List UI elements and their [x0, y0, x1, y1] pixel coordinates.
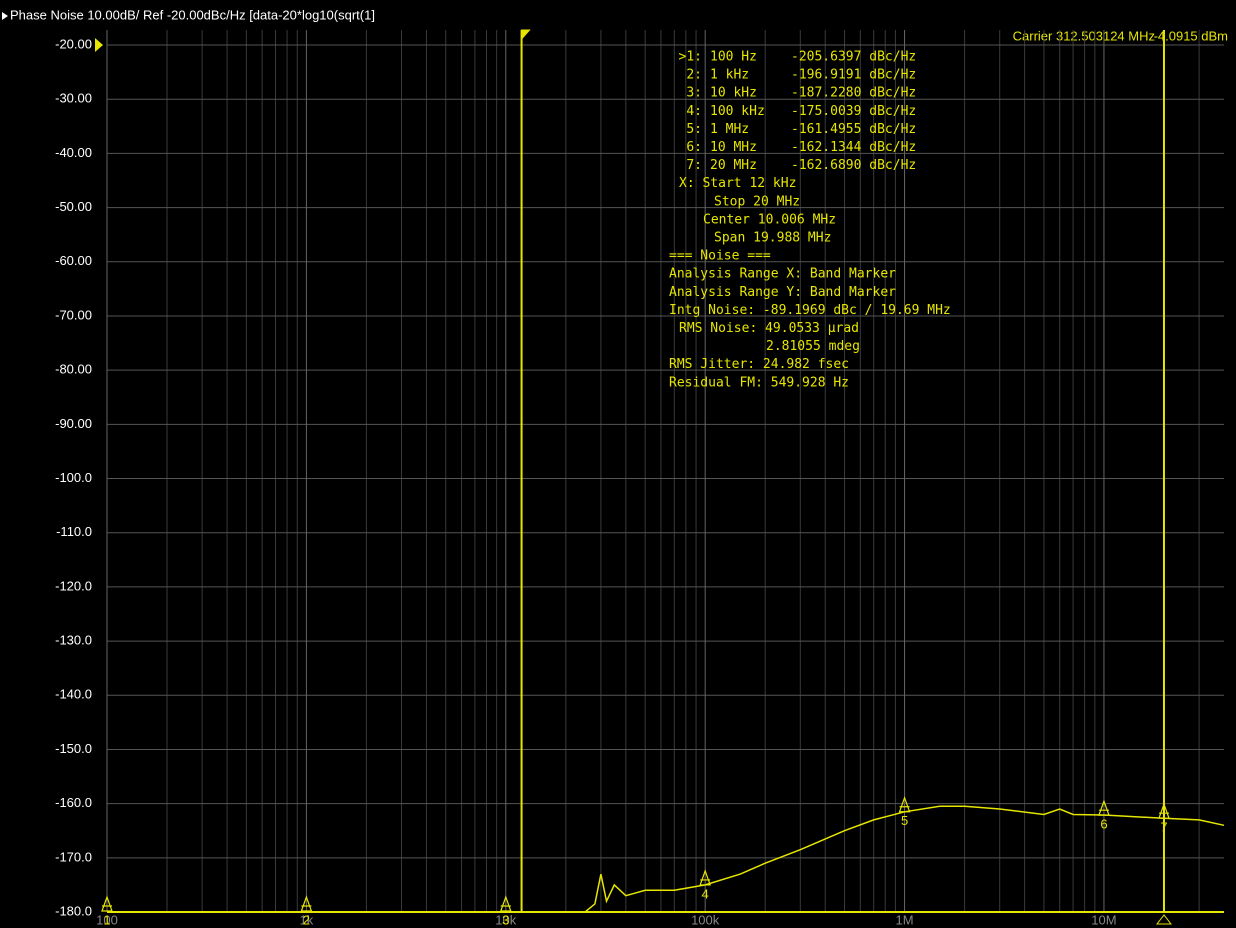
- info-line: Span 19.988 MHz: [714, 231, 831, 246]
- marker-frequency: 100 Hz: [710, 50, 757, 65]
- marker-frequency: 1 kHz: [710, 68, 749, 83]
- band-indicator: [521, 29, 531, 41]
- marker-id: 6:: [686, 140, 702, 155]
- marker-id: >1:: [679, 50, 702, 65]
- info-line: RMS Jitter: 24.982 fsec: [669, 357, 849, 372]
- marker-value: -161.4955 dBc/Hz: [791, 122, 916, 137]
- marker-label: 2: [303, 912, 310, 927]
- trace-line: [107, 805, 1225, 913]
- marker-value: -196.9191 dBc/Hz: [791, 68, 916, 83]
- x-tick-label: 1k: [300, 912, 314, 927]
- plot: -20.00 -30.00 -40.00 -50.00 -60.00 -70.00 -80.…: [55, 29, 1225, 927]
- marker-value: -175.0039 dBc/Hz: [791, 104, 916, 119]
- marker-label: 1: [103, 912, 110, 927]
- info-line: Analysis Range X: Band Marker: [669, 267, 896, 282]
- info-line: Intg Noise: -89.1969 dBc / 19.69 MHz: [669, 303, 951, 318]
- marker: [101, 895, 113, 912]
- y-tick-label: -170.0: [55, 849, 92, 864]
- marker-label: 7: [1160, 820, 1167, 835]
- grid: [106, 30, 1224, 913]
- info-line: Center 10.006 MHz: [703, 212, 836, 227]
- marker-frequency: 10 MHz: [710, 140, 757, 155]
- carrier-power: -4.0915 dBm: [1154, 28, 1228, 43]
- carrier-label: Carrier 312.503124 MHz: [1013, 28, 1155, 43]
- y-tick-label: -80.00: [55, 362, 92, 377]
- marker-label: 4: [702, 886, 709, 901]
- marker: [499, 895, 512, 912]
- x-tick-label: 100k: [691, 912, 720, 927]
- marker: [699, 869, 712, 886]
- y-tick-label: -150.0: [55, 741, 92, 756]
- marker-frequency: 1 MHz: [710, 122, 749, 137]
- marker: [300, 895, 313, 912]
- x-tick-label: 10M: [1091, 912, 1116, 927]
- info-line: 2.81055 mdeg: [766, 339, 860, 354]
- y-tick-label: -30.00: [55, 91, 92, 106]
- chart-title: Phase Noise 10.00dB/ Ref -20.00dBc/Hz [d…: [10, 7, 375, 22]
- y-tick-label: -40.00: [55, 145, 92, 160]
- x-tick-label: 1M: [896, 912, 914, 927]
- marker-id: 2:: [686, 68, 702, 83]
- x-tick-label: 10k: [495, 912, 516, 927]
- info-line: X: Start 12 kHz: [679, 176, 796, 191]
- marker: [1098, 799, 1110, 816]
- marker-id: 7:: [686, 158, 702, 173]
- marker-frequency: 10 kHz: [710, 86, 757, 101]
- y-tick-label: -140.0: [55, 687, 92, 702]
- title-bar: [0, 0, 540, 30]
- y-tick-label: -60.00: [55, 253, 92, 268]
- marker-value: -162.1344 dBc/Hz: [791, 140, 916, 155]
- x-tick-label: 100: [96, 912, 118, 927]
- info-line: Stop 20 MHz: [714, 194, 800, 209]
- marker: [1158, 802, 1170, 819]
- marker: [898, 795, 911, 813]
- y-tick-label: -20.00: [55, 36, 92, 51]
- y-tick-label: -90.00: [55, 416, 92, 431]
- y-tick-label: -160.0: [55, 795, 92, 810]
- marker-id: 5:: [686, 122, 702, 137]
- info-line: === Noise ===: [669, 249, 771, 264]
- y-tick-label: -180.0: [55, 903, 92, 918]
- y-tick-label: -120.0: [55, 578, 92, 593]
- marker-frequency: 20 MHz: [710, 158, 757, 173]
- y-tick-label: -130.0: [55, 633, 92, 648]
- info-line: RMS Noise: 49.0533 µrad: [679, 321, 859, 336]
- y-tick-label: -100.0: [55, 470, 92, 485]
- marker-value: -187.2280 dBc/Hz: [791, 86, 916, 101]
- marker-label: 5: [901, 813, 908, 828]
- info-line: Residual FM: 549.928 Hz: [669, 375, 849, 390]
- marker-label: 6: [1100, 817, 1107, 832]
- info-line: Analysis Range Y: Band Marker: [669, 285, 896, 300]
- reference-indicator: [95, 38, 103, 52]
- y-tick-label: -50.00: [55, 199, 92, 214]
- band-indicator: [1155, 914, 1173, 925]
- marker-id: 4:: [686, 104, 702, 119]
- y-tick-label: -110.0: [56, 524, 92, 539]
- marker-value: -162.6890 dBc/Hz: [791, 158, 916, 173]
- y-tick-label: -70.00: [55, 307, 92, 322]
- marker-id: 3:: [686, 86, 702, 101]
- marker-frequency: 100 kHz: [710, 104, 765, 119]
- marker-value: -205.6397 dBc/Hz: [791, 50, 916, 65]
- marker-label: 3: [502, 912, 509, 927]
- trace-indicator: [2, 12, 8, 20]
